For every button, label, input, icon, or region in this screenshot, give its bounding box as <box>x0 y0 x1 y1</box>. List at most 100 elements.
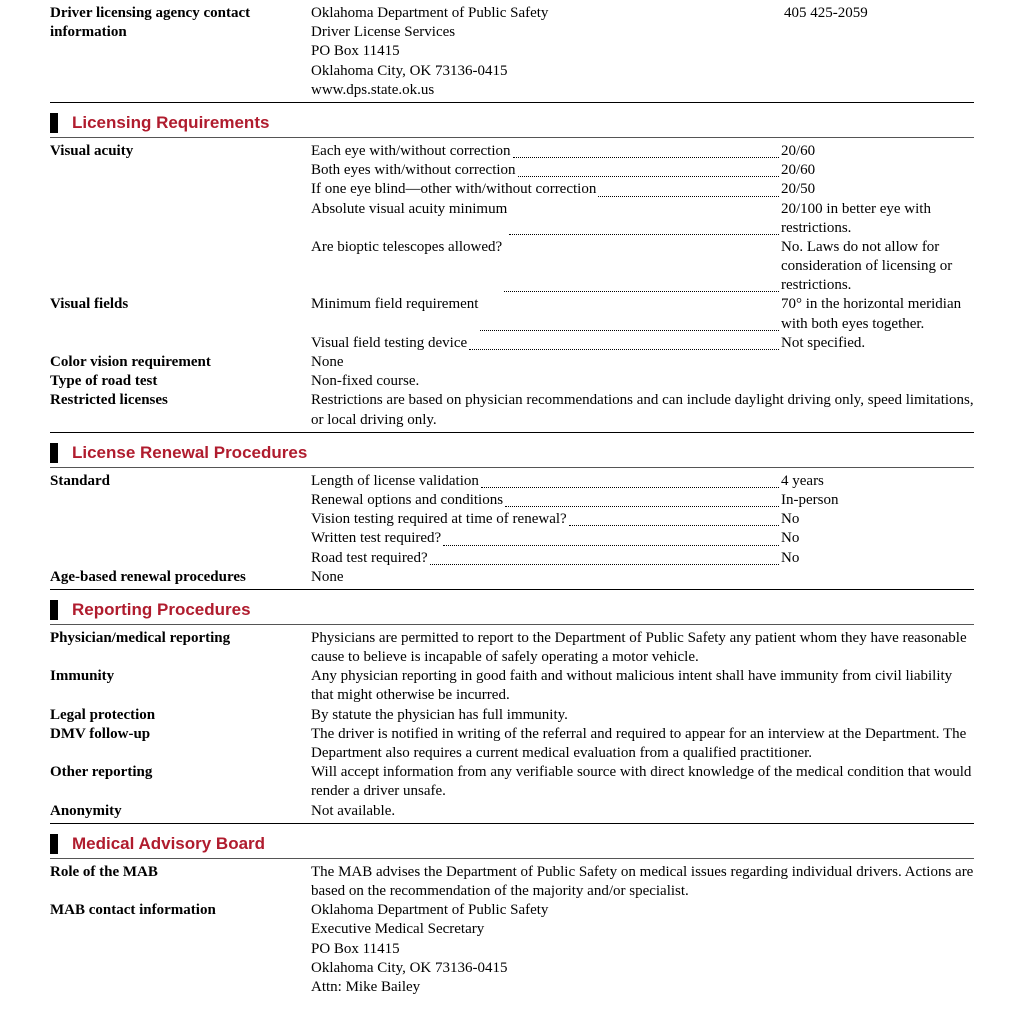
dot-leader-icon <box>509 200 779 235</box>
other-reporting-value: Will accept information from any verifia… <box>311 763 974 801</box>
dot-leader-icon <box>430 549 779 565</box>
age-based-label: Age-based renewal procedures <box>50 568 311 587</box>
immunity-value: Any physician reporting in good faith an… <box>311 667 974 705</box>
mab-contact-row: MAB contact information Oklahoma Departm… <box>50 901 974 997</box>
dot-leader-icon <box>513 142 779 158</box>
mab-contact-line: Attn: Mike Bailey <box>311 978 974 997</box>
contact-row: Driver licensing agency contact informat… <box>50 4 974 100</box>
fields-item-label: Visual field testing device <box>311 334 467 353</box>
anonymity-row: Anonymity Not available. <box>50 802 974 821</box>
divider <box>50 467 974 468</box>
dmv-value: The driver is notified in writing of the… <box>311 725 974 763</box>
immunity-row: Immunity Any physician reporting in good… <box>50 667 974 705</box>
section-header-licensing: Licensing Requirements <box>50 113 974 133</box>
road-test-row: Type of road test Non-fixed course. <box>50 372 974 391</box>
visual-fields-content: Minimum field requirement70° in the hori… <box>311 295 974 353</box>
dot-leader-icon <box>598 180 779 196</box>
standard-item-label: Vision testing required at time of renew… <box>311 510 567 529</box>
contact-address: Oklahoma Department of Public Safety Dri… <box>311 4 784 100</box>
contact-line: Oklahoma Department of Public Safety <box>311 4 784 23</box>
physician-value: Physicians are permitted to report to th… <box>311 629 974 667</box>
dot-leader-icon <box>569 510 779 526</box>
anonymity-label: Anonymity <box>50 802 311 821</box>
acuity-item-value: 20/60 <box>781 161 974 180</box>
section-header-renewal: License Renewal Procedures <box>50 443 974 463</box>
standard-item-value: No <box>781 510 974 529</box>
section-bar-icon <box>50 600 58 620</box>
other-reporting-label: Other reporting <box>50 763 311 782</box>
dot-leader-icon <box>518 161 779 177</box>
age-based-value: None <box>311 568 974 587</box>
dot-leader-icon <box>480 295 779 330</box>
divider <box>50 137 974 138</box>
dot-leader-icon <box>504 238 779 293</box>
physician-row: Physician/medical reporting Physicians a… <box>50 629 974 667</box>
legal-row: Legal protection By statute the physicia… <box>50 706 974 725</box>
mab-contact-line: PO Box 11415 <box>311 940 974 959</box>
immunity-label: Immunity <box>50 667 311 686</box>
visual-fields-row: Visual fields Minimum field requirement7… <box>50 295 974 353</box>
acuity-item-label: If one eye blind—other with/without corr… <box>311 180 596 199</box>
acuity-item-value: 20/100 in better eye with restrictions. <box>781 200 974 238</box>
standard-item-value: No <box>781 549 974 568</box>
contact-line: www.dps.state.ok.us <box>311 81 784 100</box>
mab-role-label: Role of the MAB <box>50 863 311 882</box>
acuity-item-label: Absolute visual acuity minimum <box>311 200 507 238</box>
acuity-item-value: 20/50 <box>781 180 974 199</box>
section-title: Reporting Procedures <box>72 600 251 620</box>
fields-item-value: Not specified. <box>781 334 974 353</box>
road-test-label: Type of road test <box>50 372 311 391</box>
page: Driver licensing agency contact informat… <box>0 0 1024 1017</box>
restricted-row: Restricted licenses Restrictions are bas… <box>50 391 974 429</box>
legal-value: By statute the physician has full immuni… <box>311 706 974 725</box>
fields-item-value: 70° in the horizontal meridian with both… <box>781 295 974 333</box>
divider <box>50 624 974 625</box>
standard-item-value: In-person <box>781 491 974 510</box>
visual-acuity-row: Visual acuity Each eye with/without corr… <box>50 142 974 296</box>
color-vision-label: Color vision requirement <box>50 353 311 372</box>
divider <box>50 432 974 433</box>
legal-label: Legal protection <box>50 706 311 725</box>
mab-contact-label: MAB contact information <box>50 901 311 920</box>
section-title: Licensing Requirements <box>72 113 269 133</box>
mab-contact-line: Oklahoma City, OK 73136-0415 <box>311 959 974 978</box>
dot-leader-icon <box>443 529 779 545</box>
visual-acuity-content: Each eye with/without correction 20/60 Bo… <box>311 142 974 296</box>
section-title: License Renewal Procedures <box>72 443 307 463</box>
dot-leader-icon <box>505 491 779 507</box>
divider <box>50 858 974 859</box>
acuity-item-label: Both eyes with/without correction <box>311 161 516 180</box>
mab-role-row: Role of the MAB The MAB advises the Depa… <box>50 863 974 901</box>
standard-label: Standard <box>50 472 311 491</box>
section-bar-icon <box>50 834 58 854</box>
anonymity-value: Not available. <box>311 802 974 821</box>
divider <box>50 823 974 824</box>
acuity-item-value: No. Laws do not allow for consideration … <box>781 238 974 296</box>
contact-line: Driver License Services <box>311 23 784 42</box>
mab-contact-address: Oklahoma Department of Public Safety Exe… <box>311 901 974 997</box>
section-bar-icon <box>50 113 58 133</box>
physician-label: Physician/medical reporting <box>50 629 311 648</box>
contact-label: Driver licensing agency contact informat… <box>50 4 311 42</box>
mab-role-value: The MAB advises the Department of Public… <box>311 863 974 901</box>
color-vision-value: None <box>311 353 974 372</box>
standard-content: Length of license validation4 years Rene… <box>311 472 974 568</box>
contact-line: Oklahoma City, OK 73136-0415 <box>311 62 784 81</box>
section-header-reporting: Reporting Procedures <box>50 600 974 620</box>
standard-item-label: Road test required? <box>311 549 428 568</box>
standard-item-label: Renewal options and conditions <box>311 491 503 510</box>
standard-item-value: No <box>781 529 974 548</box>
age-based-row: Age-based renewal procedures None <box>50 568 974 587</box>
restricted-value: Restrictions are based on physician reco… <box>311 391 974 429</box>
acuity-item-label: Each eye with/without correction <box>311 142 511 161</box>
visual-acuity-label: Visual acuity <box>50 142 311 161</box>
divider <box>50 102 974 103</box>
acuity-item-value: 20/60 <box>781 142 974 161</box>
dmv-row: DMV follow-up The driver is notified in … <box>50 725 974 763</box>
standard-item-label: Length of license validation <box>311 472 479 491</box>
visual-fields-label: Visual fields <box>50 295 311 314</box>
standard-item-label: Written test required? <box>311 529 441 548</box>
mab-contact-line: Executive Medical Secretary <box>311 920 974 939</box>
standard-row: Standard Length of license validation4 y… <box>50 472 974 568</box>
section-title: Medical Advisory Board <box>72 834 265 854</box>
